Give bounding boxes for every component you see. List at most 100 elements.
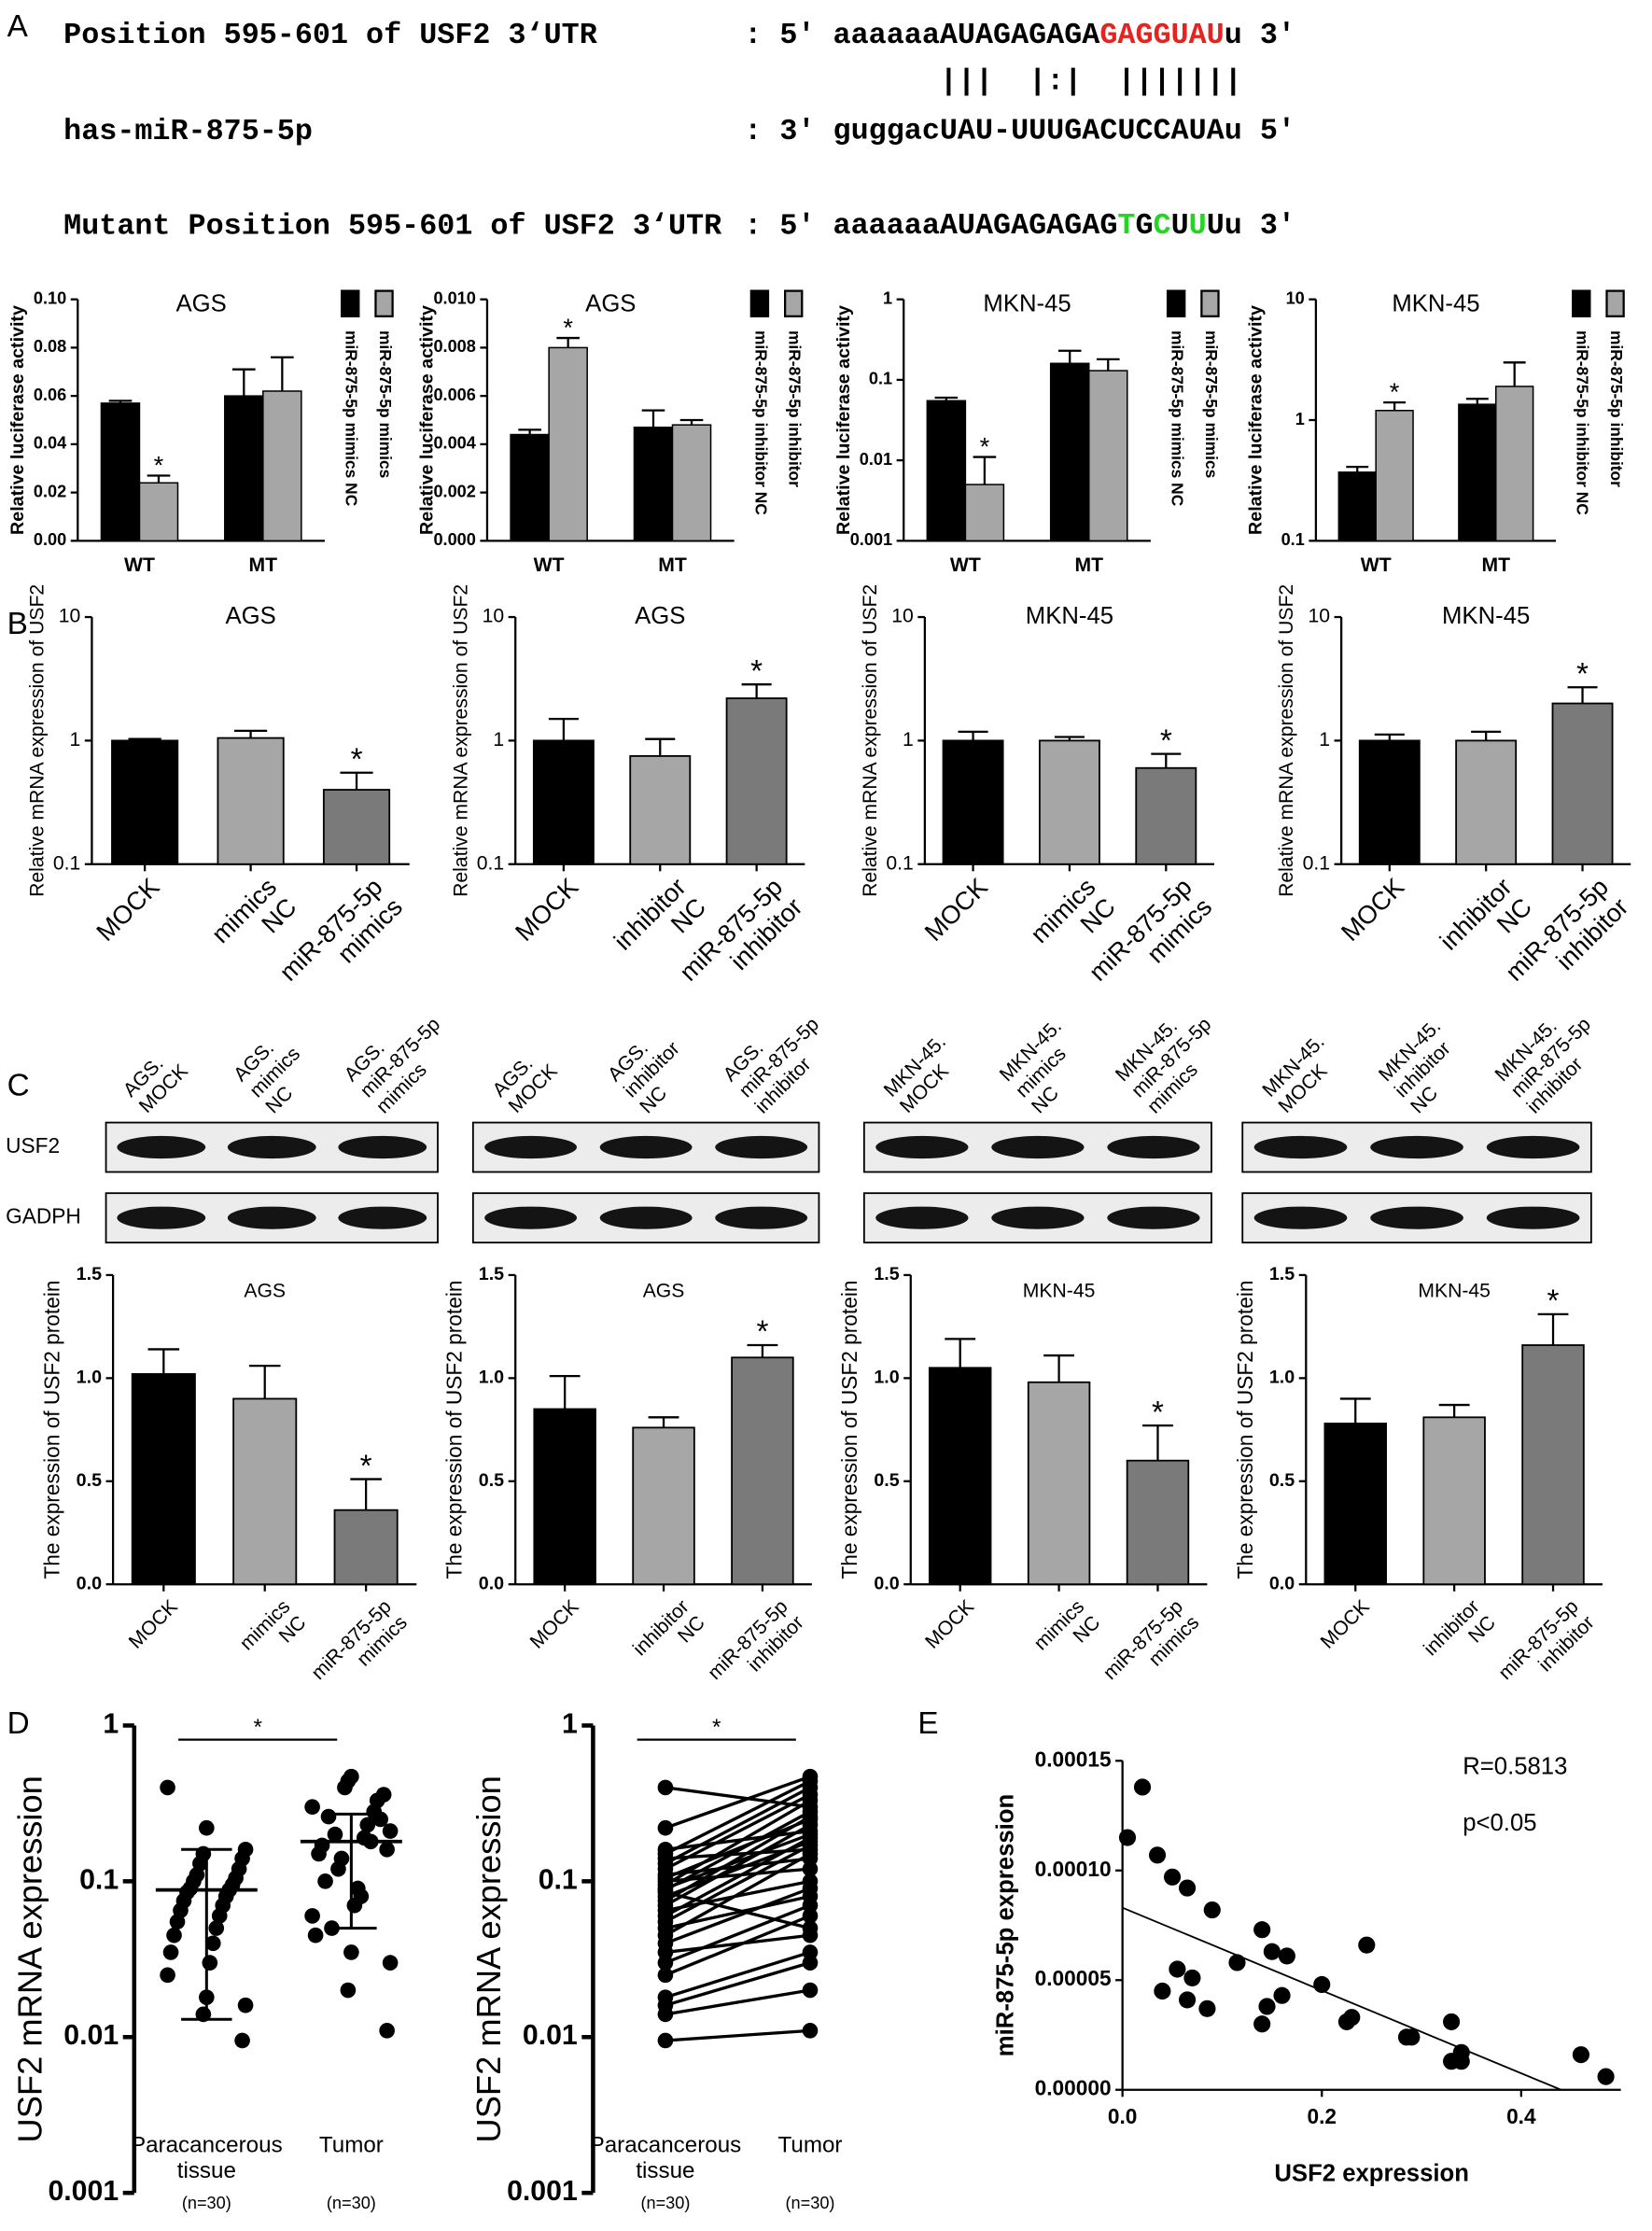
point [802, 1927, 819, 1943]
y-tick-label: 1.0 [479, 1368, 504, 1388]
y-tick-label: 0.01 [523, 2020, 578, 2051]
point [160, 1967, 175, 1984]
blot-band [338, 1135, 427, 1159]
significance-mark: * [563, 313, 573, 342]
y-tick-label: 0.1 [53, 852, 80, 874]
lane-label: MKN-45.MOCK [1258, 1031, 1331, 1117]
x-tick-label: MOCK [510, 872, 584, 947]
significance-mark: * [253, 1715, 262, 1740]
x-tick-label-line: MOCK [125, 1596, 182, 1653]
point [166, 1927, 182, 1943]
x-tick-label: MT [1481, 554, 1510, 576]
y-tick-label: 1 [70, 729, 81, 751]
point [379, 2023, 395, 2039]
sequence-name: Mutant Position 595-601 of USF2 3‘UTR [63, 209, 722, 243]
pair-line [665, 1823, 811, 1907]
bar [633, 427, 674, 542]
bar [964, 484, 1005, 542]
point [202, 1955, 218, 1971]
x-tick-label-line: MOCK [510, 872, 584, 947]
bar [1455, 739, 1518, 865]
pair-line [665, 1988, 811, 2016]
point [350, 1880, 366, 1897]
group-n-label: (n=30) [182, 2194, 231, 2212]
blot-band [991, 1206, 1085, 1229]
point [366, 1803, 383, 1820]
blot-row-label: USF2 [6, 1133, 60, 1158]
blot-band [599, 1135, 693, 1159]
point [320, 1808, 337, 1825]
y-tick-label: 0.1 [539, 1864, 578, 1895]
y-tick-label: 0.001 [850, 530, 892, 549]
point [204, 1935, 221, 1952]
point [379, 1841, 395, 1858]
bar [926, 400, 967, 542]
point [802, 1817, 819, 1833]
x-tick-label-line: MOCK [91, 872, 165, 947]
lane-label: AGS.MOCK [119, 1053, 192, 1117]
legend-swatch [1605, 289, 1625, 317]
point [657, 1967, 674, 1984]
point [162, 1944, 179, 1960]
y-tick-label: 10 [891, 606, 914, 627]
bar [725, 697, 788, 865]
point [340, 1982, 357, 1999]
significance-mark: * [154, 451, 164, 480]
y-tick-label: 0.004 [433, 434, 475, 453]
x-tick-label: WT [124, 554, 155, 576]
point [1597, 2068, 1615, 2085]
blot-band [1253, 1135, 1348, 1159]
y-tick-label: 0.1 [1303, 852, 1330, 874]
point [307, 1927, 324, 1943]
blot-band [227, 1135, 316, 1159]
point [1154, 1982, 1171, 2000]
blot-band [117, 1206, 206, 1229]
significance-mark: * [1152, 1396, 1164, 1430]
bar [731, 1356, 794, 1586]
significance-mark: * [980, 432, 990, 461]
y-tick-label: 1 [1319, 729, 1330, 751]
y-tick-label: 1 [903, 729, 914, 751]
pair-line [665, 1832, 811, 1890]
bar [632, 1426, 695, 1586]
y-tick-label: 0.01 [860, 450, 892, 469]
y-tick-label: 0.1 [1281, 530, 1305, 549]
y-tick-label: 0.5 [1269, 1470, 1295, 1491]
blot-band [599, 1206, 693, 1229]
blot-band [715, 1135, 808, 1159]
point [657, 2032, 674, 2049]
y-tick-label: 10 [483, 606, 505, 627]
blot-band [1370, 1206, 1463, 1229]
x-tick-label: MOCK [921, 1596, 978, 1653]
point [382, 1955, 399, 1971]
bar [1551, 702, 1614, 865]
y-tick-label: 1 [562, 1708, 578, 1739]
legend-swatch [749, 289, 770, 317]
y-tick-label: 0.00015 [1035, 1747, 1112, 1771]
blot-band [1107, 1206, 1200, 1229]
blot-band [1486, 1135, 1580, 1159]
chart-title: MKN-45 [1418, 1281, 1491, 1302]
point [1163, 1868, 1182, 1886]
bar [232, 1397, 298, 1586]
point [1178, 1879, 1197, 1897]
x-tick-label: 0.2 [1307, 2104, 1337, 2128]
significance-mark: * [1390, 377, 1400, 406]
point [657, 2006, 674, 2023]
chart-title: AGS [225, 603, 275, 629]
blot-band [1370, 1135, 1463, 1159]
point [343, 1944, 359, 1960]
legend-label: miR-875-5p mimics NC [1169, 330, 1187, 507]
bar [1038, 739, 1100, 865]
y-tick-label: 1 [883, 288, 892, 307]
y-tick-label: 0.0 [479, 1573, 504, 1593]
point [359, 1817, 376, 1833]
pair-line [665, 1815, 811, 1902]
